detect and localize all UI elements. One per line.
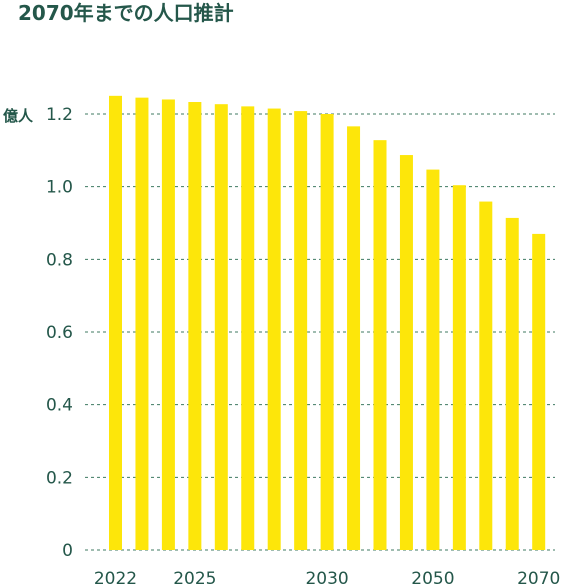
bar-2022 bbox=[109, 95, 122, 550]
y-unit-label: 億人 bbox=[3, 107, 34, 125]
bar-2030 bbox=[320, 114, 334, 550]
bar-2045 bbox=[399, 155, 413, 550]
bar-2040 bbox=[373, 140, 387, 550]
chart-title: 2070年までの人口推計 bbox=[18, 1, 234, 25]
x-tick-label: 2050 bbox=[411, 569, 454, 588]
y-tick-label: 1.2 bbox=[46, 105, 73, 125]
y-tick-label: 0.8 bbox=[46, 250, 73, 270]
bar-2024 bbox=[161, 99, 175, 550]
y-tick-label: 0.2 bbox=[46, 468, 73, 488]
bar-2035 bbox=[347, 126, 361, 550]
bar-2070 bbox=[532, 233, 546, 550]
x-tick-label: 2030 bbox=[305, 569, 348, 588]
bar-2027 bbox=[241, 106, 255, 551]
x-tick-label: 2022 bbox=[94, 569, 137, 588]
y-tick-label: 0.4 bbox=[46, 396, 73, 416]
bar-2025 bbox=[188, 102, 202, 550]
bar-2065 bbox=[505, 217, 519, 550]
y-axis-ticks: 0 0.2 0.4 0.6 0.8 1.0 1.2 bbox=[46, 105, 73, 561]
bar-2050 bbox=[426, 169, 440, 550]
bar-2028 bbox=[267, 108, 281, 551]
y-tick-label: 0.6 bbox=[46, 323, 73, 343]
bar-2026 bbox=[214, 104, 228, 550]
y-tick-label: 0 bbox=[62, 541, 73, 561]
bar-2023 bbox=[135, 97, 149, 551]
bar-2060 bbox=[479, 201, 493, 550]
bar-2055 bbox=[452, 185, 466, 551]
x-tick-label: 2070 bbox=[517, 569, 560, 588]
bars bbox=[109, 95, 546, 551]
x-axis-ticks: 2022 2025 2030 2050 2070 bbox=[94, 569, 560, 588]
bar-2029 bbox=[294, 111, 308, 551]
x-tick-label: 2025 bbox=[173, 569, 216, 588]
y-tick-label: 1.0 bbox=[46, 178, 73, 198]
